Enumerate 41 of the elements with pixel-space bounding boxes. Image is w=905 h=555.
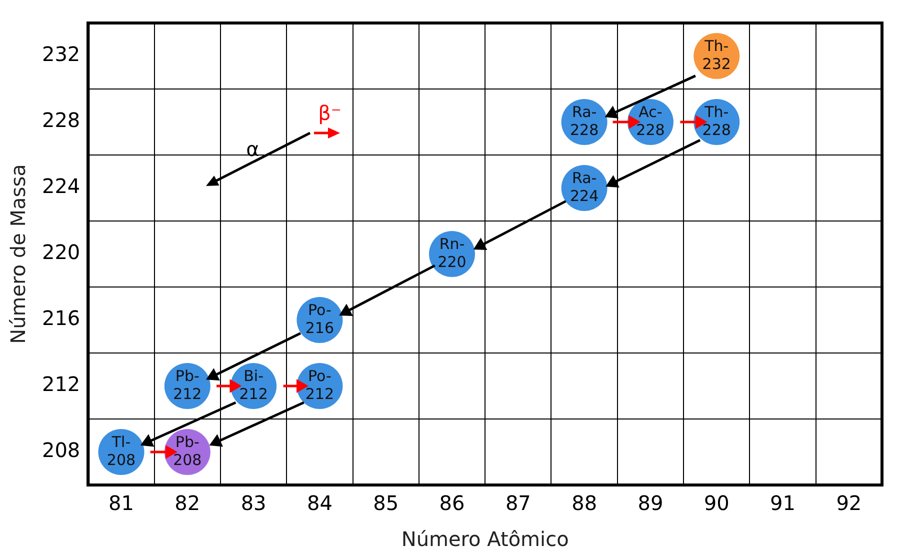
point: [339, 304, 353, 316]
point: [606, 176, 620, 188]
x-tick-label: 85: [373, 491, 399, 516]
annotation: Pb-212: [173, 366, 202, 403]
text: β⁻: [318, 101, 342, 125]
x-tick-label: 81: [108, 491, 134, 516]
annotation: Po-216: [305, 300, 334, 337]
y-tick-label: 228: [42, 108, 80, 132]
annotation: Th-228: [702, 102, 731, 139]
x-tick-label: 91: [770, 491, 796, 516]
y-tick-label: 216: [42, 306, 80, 330]
annotation: Ra-228: [570, 102, 599, 139]
x-tick-label: 87: [505, 491, 531, 516]
x-axis-title: Número Atômico: [401, 527, 569, 552]
annotation: Th-232: [702, 36, 731, 73]
x-tick-label: 90: [704, 491, 730, 516]
annotation: Bi-212: [239, 366, 268, 403]
point: [210, 434, 223, 447]
x-tick-label: 83: [240, 491, 266, 516]
y-tick-label: 212: [42, 372, 80, 396]
x-tick-label: 88: [572, 491, 598, 516]
annotation: Ra-224: [570, 168, 599, 205]
x-tick-label: 82: [174, 491, 200, 516]
y-axis-title: Número de Massa: [6, 164, 30, 344]
point: [206, 368, 220, 380]
annotation: Pb-208: [173, 432, 202, 469]
annotation: Ac-228: [636, 102, 665, 139]
x-tick-label: 84: [306, 491, 332, 516]
x-tick-label: 92: [836, 491, 862, 516]
y-tick-label: 208: [42, 438, 80, 462]
x-tick-label: 86: [439, 491, 465, 516]
y-tick-label: 232: [42, 42, 80, 66]
x-tick-label: 89: [638, 491, 664, 516]
annotation: Po-212: [305, 366, 334, 403]
annotation: Rn-220: [438, 234, 466, 271]
y-tick-label: 220: [42, 240, 80, 264]
point: [474, 238, 487, 250]
point: [140, 434, 154, 447]
point: [605, 106, 618, 118]
y-tick-label: 224: [42, 174, 80, 198]
annotation: Tl-208: [106, 432, 136, 469]
